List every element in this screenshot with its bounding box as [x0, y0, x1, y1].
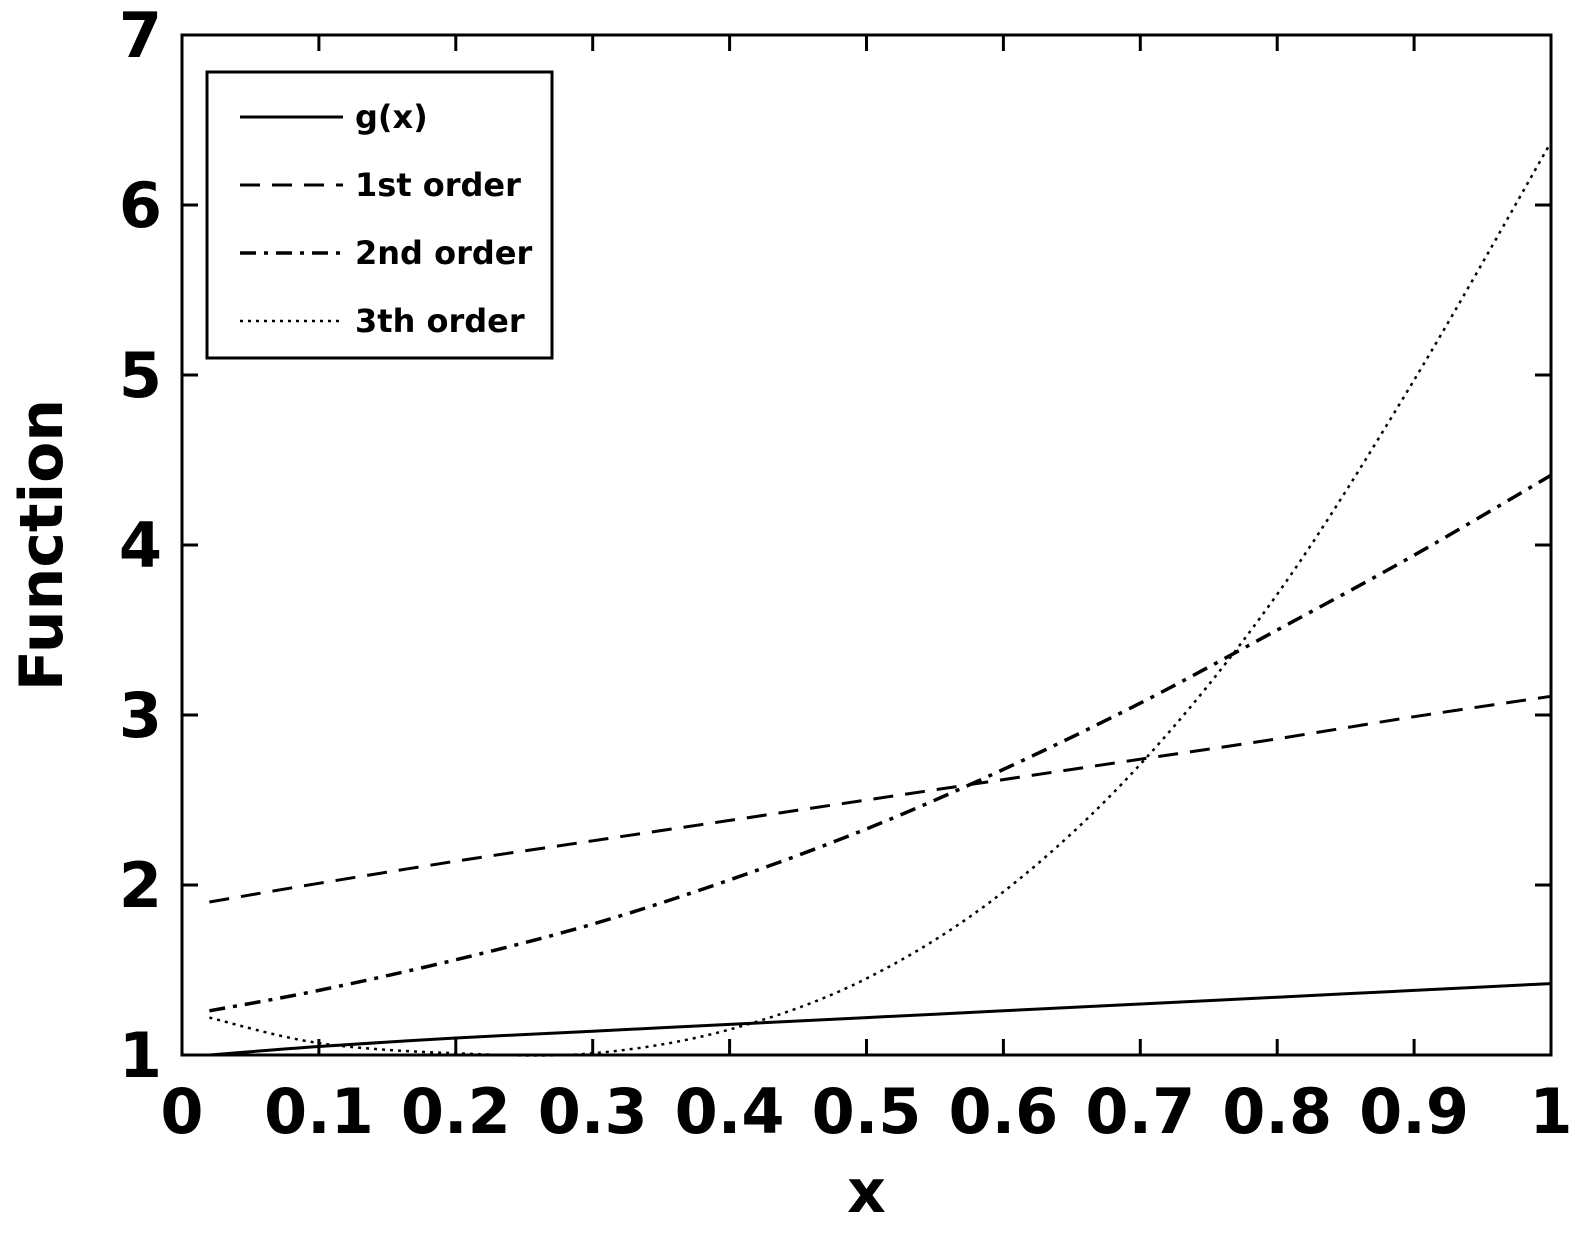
- y-axis-label: Function: [7, 399, 77, 691]
- series-line-solid: [209, 982, 1552, 1057]
- legend-label: g(x): [355, 98, 428, 136]
- y-tick-label: 7: [119, 0, 162, 72]
- x-tick-label: 0.2: [401, 1075, 511, 1148]
- x-tick-label: 0.4: [675, 1075, 785, 1148]
- y-tick-label: 1: [119, 1019, 162, 1092]
- series-lines: [209, 141, 1553, 1057]
- x-tick-label: 0.9: [1359, 1075, 1469, 1148]
- y-tick-label: 3: [119, 679, 162, 752]
- legend: g(x) 1st order 2nd order 3th order: [205, 70, 554, 360]
- x-tick-label: 0.6: [948, 1075, 1058, 1148]
- legend-box: [205, 70, 554, 360]
- y-tick-label: 4: [119, 509, 162, 582]
- tick-labels: 0 0.1 0.2 0.3 0.4 0.5 0.6 0.7 0.8 0.9 1 1 2 3 4 5 6 7: [119, 0, 1573, 1148]
- y-tick-label: 6: [119, 169, 162, 242]
- y-tick-label: 5: [119, 339, 162, 412]
- x-axis-label: x: [847, 1157, 886, 1227]
- legend-label: 2nd order: [355, 234, 532, 272]
- x-tick-label: 0.5: [812, 1075, 922, 1148]
- plot-frame: [180, 33, 1553, 1057]
- x-tick-label: 0.1: [264, 1075, 374, 1148]
- y-tick-label: 2: [119, 849, 162, 922]
- x-tick-label: 0.3: [538, 1075, 648, 1148]
- legend-label: 1st order: [355, 166, 521, 204]
- x-tick-label: 0: [160, 1075, 203, 1148]
- series-line-dashdot: [209, 473, 1552, 1013]
- x-tick-label: 0.8: [1222, 1075, 1332, 1148]
- x-tick-label: 0.7: [1085, 1075, 1195, 1148]
- x-tick-label: 1: [1529, 1075, 1572, 1148]
- legend-label: 3th order: [355, 302, 525, 340]
- series-line-dashed: [209, 694, 1552, 904]
